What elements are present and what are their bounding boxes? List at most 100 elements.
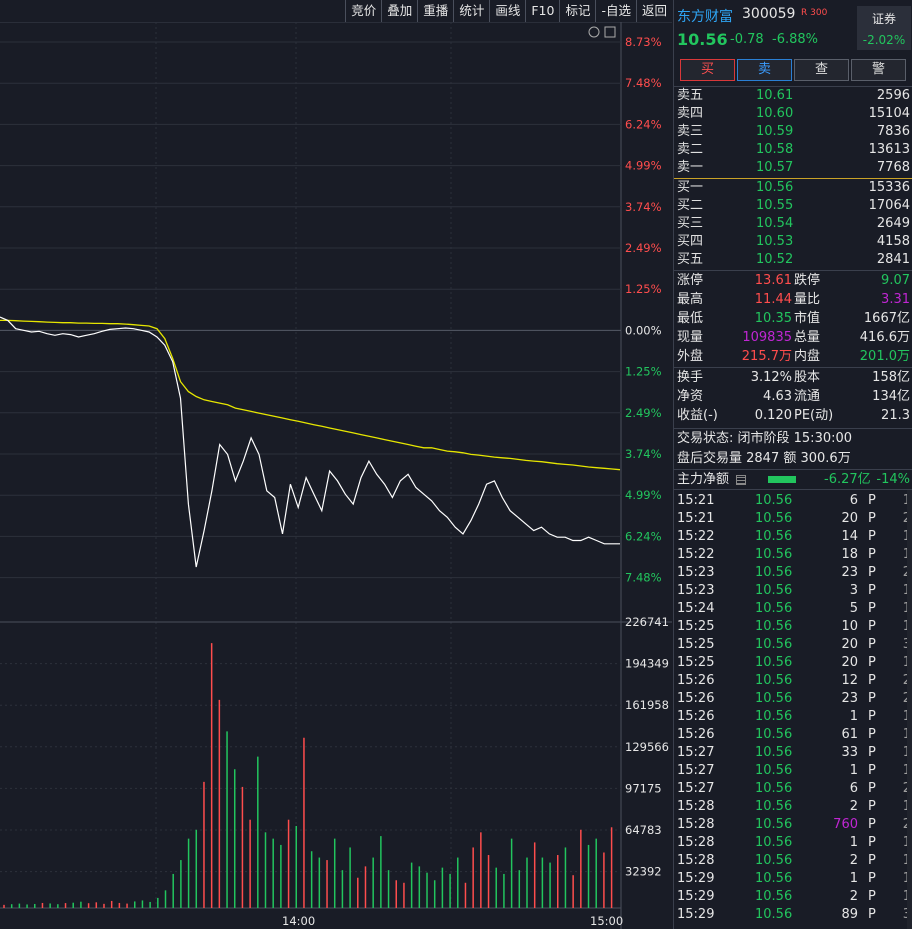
stat-value: 3.12% xyxy=(750,370,792,385)
tick-price: 10.56 xyxy=(755,691,793,706)
main-flow-row[interactable]: 主力净额 -6.27亿 -14% xyxy=(674,471,912,489)
orderbook-volume: 15104 xyxy=(868,106,910,121)
orderbook-row[interactable]: 买一 10.56 15336 xyxy=(674,179,912,197)
tick-count: 1 xyxy=(903,852,911,870)
orderbook-row[interactable]: 卖二 10.58 13613 xyxy=(674,141,912,159)
tick-row[interactable]: 15:26 10.56 61 P 1 xyxy=(674,726,912,744)
stock-price: 10.56 xyxy=(677,30,728,49)
query-button[interactable]: 查 xyxy=(794,59,849,81)
tick-count: 1 xyxy=(903,870,911,888)
tick-row[interactable]: 15:29 10.56 89 P 3 xyxy=(674,906,912,924)
toolbar-button-4[interactable]: 画线 xyxy=(489,0,525,22)
orderbook-row[interactable]: 买四 10.53 4158 xyxy=(674,233,912,251)
stat-value: 11.44 xyxy=(754,292,792,307)
sector-box[interactable]: 证券 -2.02% xyxy=(857,6,911,50)
tick-price: 10.56 xyxy=(755,601,793,616)
tick-time: 15:26 xyxy=(677,709,715,724)
intraday-chart[interactable]: 8.73% 7.48% 6.24% 4.99% 3.74% 2.49% 1.25% 0.00%… xyxy=(0,22,672,929)
tick-time: 15:23 xyxy=(677,565,715,580)
orderbook-row[interactable]: 卖五 10.61 2596 xyxy=(674,87,912,105)
toolbar-button-6[interactable]: 标记 xyxy=(559,0,595,22)
tick-flag: P xyxy=(868,907,876,922)
orderbook-volume: 2596 xyxy=(876,88,910,103)
tick-count: 3 xyxy=(903,636,911,654)
toolbar-button-1[interactable]: 叠加 xyxy=(381,0,417,22)
tick-row[interactable]: 15:27 10.56 6P 2 xyxy=(674,780,912,798)
toolbar-button-3[interactable]: 统计 xyxy=(453,0,489,22)
divider xyxy=(674,428,912,429)
tick-row[interactable]: 15:22 10.56 14 P 1 xyxy=(674,528,912,546)
tick-flag: P xyxy=(868,619,876,634)
toolbar-button-0[interactable]: 竞价 xyxy=(345,0,381,22)
tick-price: 10.56 xyxy=(755,799,793,814)
volume-axis-label: 129566 xyxy=(625,740,669,754)
tick-time: 15:26 xyxy=(677,691,715,706)
tick-row[interactable]: 15:25 10.56 10 P 1 xyxy=(674,618,912,636)
tick-row[interactable]: 15:23 10.56 23 P 2 xyxy=(674,564,912,582)
orderbook-level: 买五 xyxy=(677,252,704,267)
buy-button[interactable]: 买 xyxy=(680,59,735,81)
stock-name[interactable]: 东方财富 xyxy=(677,9,733,25)
tick-volume: 23 xyxy=(841,565,858,580)
stat-label: 流通 xyxy=(794,389,821,404)
orderbook-volume: 4158 xyxy=(876,234,910,249)
chart-canvas[interactable]: 8.73% 7.48% 6.24% 4.99% 3.74% 2.49% 1.25% 0.00%… xyxy=(0,22,672,929)
alert-button[interactable]: 警 xyxy=(851,59,906,81)
toolbar-button-5[interactable]: F10 xyxy=(525,0,559,22)
orderbook-row[interactable]: 买三 10.54 2649 xyxy=(674,215,912,233)
tick-row[interactable]: 15:21 10.56 20 P 2 xyxy=(674,510,912,528)
toolbar-button-8[interactable]: 返回 xyxy=(635,0,672,22)
orderbook-row[interactable]: 卖四 10.60 15104 xyxy=(674,105,912,123)
tick-time: 15:27 xyxy=(677,781,715,796)
tick-row[interactable]: 15:25 10.56 20 P 1 xyxy=(674,654,912,672)
orderbook-row[interactable]: 买五 10.52 2841 xyxy=(674,251,912,269)
orderbook-level: 卖五 xyxy=(677,88,704,103)
tick-time: 15:28 xyxy=(677,853,715,868)
toolbar-button-7[interactable]: -自选 xyxy=(595,0,636,22)
tick-time: 15:25 xyxy=(677,619,715,634)
tick-flag: P xyxy=(868,709,876,724)
tick-row[interactable]: 15:28 10.56 760 P 2 xyxy=(674,816,912,834)
tick-flag: P xyxy=(868,691,876,706)
sell-button[interactable]: 卖 xyxy=(737,59,792,81)
grid-icon[interactable] xyxy=(736,475,746,485)
tick-flag: P xyxy=(868,835,876,850)
tick-row[interactable]: 15:25 10.56 20 P 3 xyxy=(674,636,912,654)
tick-flag: P xyxy=(868,511,876,526)
tick-row[interactable]: 15:26 10.56 12 P 2 xyxy=(674,672,912,690)
tick-time: 15:26 xyxy=(677,673,715,688)
tick-count: 1 xyxy=(903,492,911,510)
scrollbar[interactable] xyxy=(907,490,912,929)
flow-bar-icon xyxy=(768,476,796,483)
orderbook-volume: 17064 xyxy=(868,198,910,213)
stats-row: 外盘 215.7万 内盘 201.0万 xyxy=(674,347,912,366)
tick-row[interactable]: 15:24 10.56 5P 1 xyxy=(674,600,912,618)
tick-row[interactable]: 15:28 10.56 2P 1 xyxy=(674,852,912,870)
toolbar-button-2[interactable]: 重播 xyxy=(417,0,453,22)
tick-row[interactable]: 15:28 10.56 2P 1 xyxy=(674,798,912,816)
time-axis-label: 14:00 xyxy=(282,914,315,928)
tick-row[interactable]: 15:23 10.56 3P 1 xyxy=(674,582,912,600)
orderbook-row[interactable]: 买二 10.55 17064 xyxy=(674,197,912,215)
tick-flag: P xyxy=(868,601,876,616)
stat-value: 0.120 xyxy=(754,408,792,423)
orderbook-row[interactable]: 卖一 10.57 7768 xyxy=(674,159,912,177)
toolbar-buttons: 竞价 叠加 重播 统计 画线 F10 标记 -自选 返回 xyxy=(345,0,672,22)
tick-time: 15:21 xyxy=(677,493,715,508)
tick-row[interactable]: 15:22 10.56 18 P 1 xyxy=(674,546,912,564)
orderbook-volume: 2649 xyxy=(876,216,910,231)
tick-row[interactable]: 15:26 10.56 23 P 2 xyxy=(674,690,912,708)
tick-price: 10.56 xyxy=(755,835,793,850)
tick-volume: 20 xyxy=(841,511,858,526)
tick-row[interactable]: 15:21 10.56 6P 1 xyxy=(674,492,912,510)
tick-row[interactable]: 15:29 10.56 2P 1 xyxy=(674,888,912,906)
zoom-toggle-icon xyxy=(588,26,600,38)
orderbook-row[interactable]: 卖三 10.59 7836 xyxy=(674,123,912,141)
orderbook-price: 10.60 xyxy=(756,106,794,121)
tick-time: 15:27 xyxy=(677,763,715,778)
tick-row[interactable]: 15:27 10.56 33 P 1 xyxy=(674,744,912,762)
